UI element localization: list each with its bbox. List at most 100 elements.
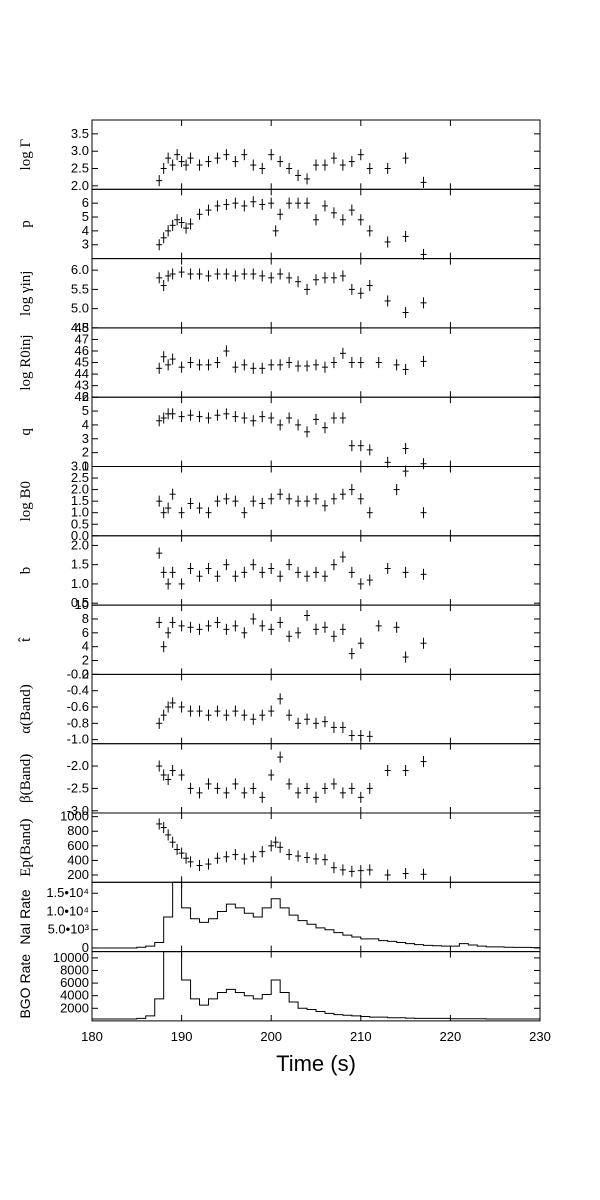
data-point [250, 559, 257, 571]
data-point [313, 853, 319, 865]
data-point [169, 764, 176, 777]
data-point [304, 173, 311, 185]
data-point [196, 787, 203, 799]
data-point [277, 693, 284, 705]
data-point [268, 412, 275, 424]
y-axis-label: β(Band) [18, 754, 34, 803]
data-point [268, 623, 275, 635]
data-point [205, 412, 212, 424]
y-tick-label: 6 [82, 389, 89, 404]
data-point [357, 287, 364, 299]
data-point [205, 156, 212, 168]
y-tick-label: 6 [82, 625, 89, 640]
data-point [214, 782, 221, 794]
data-point [160, 232, 167, 244]
data-point [259, 362, 266, 374]
data-point [420, 756, 427, 768]
data-point [160, 162, 167, 175]
data-point [178, 507, 185, 519]
data-point [384, 764, 391, 777]
data-point [214, 616, 221, 628]
y-tick-label: 1.0 [71, 576, 89, 591]
data-point [241, 359, 248, 371]
data-point [156, 175, 163, 187]
data-point [156, 495, 163, 507]
data-point [178, 578, 185, 590]
data-point [286, 709, 293, 721]
data-point [321, 422, 328, 434]
data-point [330, 862, 337, 874]
y-tick-label: 6.0 [71, 262, 89, 277]
panel-loggammainj: 4.5 5.0 5.5 6.0 log γinj [18, 258, 541, 335]
data-point [321, 361, 328, 373]
data-point [295, 197, 302, 209]
data-point [277, 156, 284, 168]
data-point [402, 566, 409, 578]
data-point [187, 268, 194, 280]
y-tick-label: 2.5 [71, 470, 89, 485]
panel-beta: -3.0 -2.5 -2.0 β(Band) [18, 743, 541, 818]
data-point [196, 570, 203, 582]
data-point [304, 851, 311, 864]
data-point [160, 280, 167, 292]
y-tick-label: 0.5 [71, 595, 89, 610]
data-point [348, 156, 355, 168]
y-tick-label: 48 [75, 320, 89, 335]
y-tick-label: 1.5 [71, 557, 89, 572]
data-point [313, 413, 319, 425]
data-point [339, 347, 346, 359]
data-point [250, 362, 257, 374]
data-point [286, 162, 293, 175]
data-point [259, 791, 266, 803]
data-point [286, 493, 293, 505]
data-point [259, 497, 266, 510]
y-tick-label: 5.5 [71, 281, 89, 296]
data-point [214, 852, 221, 864]
data-point [357, 791, 364, 803]
data-point [232, 778, 239, 790]
panel-nai: 0 5.0•10³ 1.0•10⁴ 1.5•10⁴ NaI Rate [17, 881, 541, 955]
data-point [241, 412, 248, 424]
data-point [223, 709, 230, 721]
data-point [196, 705, 203, 717]
data-point [187, 497, 194, 510]
data-point [366, 225, 373, 237]
data-point [187, 152, 194, 164]
data-point [366, 507, 373, 519]
y-tick-label: 10000 [53, 950, 89, 965]
data-point [160, 412, 167, 424]
data-point [232, 620, 239, 632]
y-tick-label: -0.8 [67, 715, 89, 730]
data-point [160, 351, 167, 363]
data-point [259, 199, 266, 211]
data-point [232, 570, 239, 582]
panel-loggamma: 2.0 2.5 3.0 3.5 log Γ [18, 119, 541, 193]
data-point [223, 787, 230, 799]
data-point [268, 769, 275, 781]
data-point [223, 199, 230, 211]
x-tick-label: 200 [260, 1029, 282, 1044]
data-point [205, 359, 212, 371]
data-point [156, 415, 163, 427]
data-point [277, 419, 284, 431]
panel-frame [91, 396, 541, 468]
y-tick-label: -0.2 [67, 666, 89, 681]
x-tick-label: 180 [81, 1029, 103, 1044]
data-point [268, 359, 275, 371]
data-point [286, 559, 293, 571]
data-point [313, 717, 319, 729]
data-point [330, 630, 337, 642]
series-points [156, 266, 427, 319]
data-point [330, 412, 337, 424]
data-point [241, 149, 248, 161]
data-point [165, 225, 172, 237]
data-point [160, 641, 167, 653]
data-point [366, 782, 373, 794]
data-point [366, 574, 373, 586]
data-point [156, 616, 163, 628]
data-point [187, 621, 194, 633]
data-point [169, 159, 176, 171]
y-tick-label: 0 [82, 940, 89, 955]
y-axis-label: BGO Rate [17, 954, 33, 1019]
data-point [259, 709, 266, 721]
